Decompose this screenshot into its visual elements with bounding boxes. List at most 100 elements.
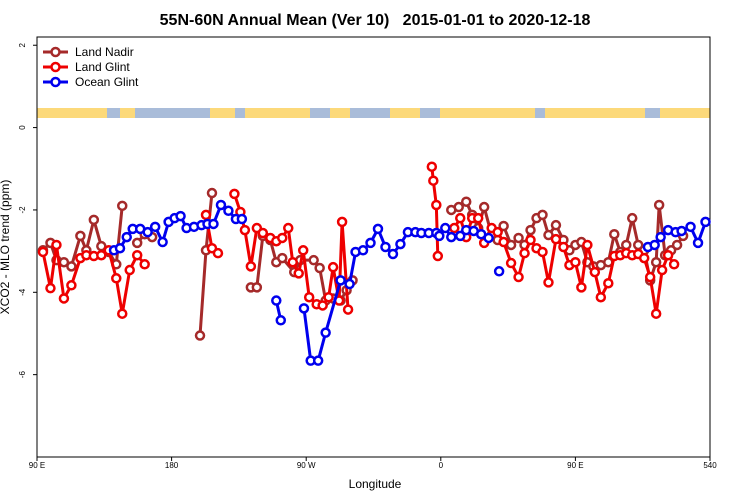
data-point xyxy=(336,216,348,228)
data-point xyxy=(700,216,711,228)
x-tick-label: 180 xyxy=(165,461,179,470)
legend-marker xyxy=(50,61,61,73)
data-point xyxy=(223,205,234,217)
data-point xyxy=(543,229,554,241)
data-point xyxy=(283,222,294,234)
data-point xyxy=(287,256,298,268)
data-point xyxy=(537,246,548,258)
data-point xyxy=(131,237,143,249)
data-point xyxy=(550,219,562,231)
data-point xyxy=(525,234,536,246)
data-point xyxy=(111,273,122,284)
data-point xyxy=(342,304,354,315)
data-point xyxy=(58,293,70,304)
data-point xyxy=(380,241,391,253)
data-point xyxy=(649,239,660,251)
data-point xyxy=(653,199,665,211)
data-point xyxy=(453,201,464,213)
data-point xyxy=(655,231,666,243)
data-point xyxy=(37,246,49,258)
data-point xyxy=(676,225,687,237)
data-point xyxy=(671,239,683,251)
data-point xyxy=(638,252,650,264)
data-point xyxy=(88,214,100,226)
data-point xyxy=(498,220,509,232)
data-point xyxy=(432,250,444,262)
data-point xyxy=(239,224,251,236)
data-point xyxy=(692,237,704,249)
plot-frame xyxy=(36,36,711,458)
data-point xyxy=(662,249,674,261)
legend-label: Land Nadir xyxy=(75,45,134,59)
data-point xyxy=(335,275,346,286)
data-point xyxy=(498,236,509,248)
legend-label: Ocean Glint xyxy=(75,75,139,89)
data-point xyxy=(454,212,466,224)
land-strip xyxy=(660,108,710,118)
data-point xyxy=(212,247,224,259)
data-point xyxy=(603,277,614,289)
data-point xyxy=(142,226,153,238)
data-point xyxy=(387,248,399,260)
x-tick-label: 0 xyxy=(439,461,444,470)
data-point xyxy=(323,291,334,303)
data-point xyxy=(157,236,168,248)
data-point xyxy=(492,226,503,238)
data-point xyxy=(620,239,632,251)
data-point xyxy=(327,261,339,273)
y-tick-label: 2 xyxy=(18,42,27,47)
data-point xyxy=(626,212,638,224)
data-point xyxy=(314,262,325,274)
data-point xyxy=(513,271,524,283)
data-point xyxy=(208,218,219,230)
data-point xyxy=(51,239,62,251)
data-point xyxy=(245,261,257,272)
land-strip xyxy=(440,108,535,118)
data-point xyxy=(298,303,310,314)
ocean-strip xyxy=(37,108,710,118)
data-point xyxy=(460,196,472,207)
data-point xyxy=(308,254,319,266)
data-point xyxy=(320,327,331,338)
data-point xyxy=(206,187,218,199)
y-tick-label: -2 xyxy=(18,206,27,214)
y-tick-label: -6 xyxy=(18,371,27,379)
data-point xyxy=(139,259,150,270)
data-point xyxy=(505,257,517,269)
data-point xyxy=(293,268,304,279)
y-tick-label: -4 xyxy=(18,288,27,296)
data-point xyxy=(194,330,206,341)
data-point xyxy=(478,201,490,213)
data-point xyxy=(275,315,287,326)
land-strip xyxy=(245,108,310,118)
data-point xyxy=(277,232,288,244)
land-strip xyxy=(210,108,235,118)
data-point xyxy=(446,231,457,243)
data-point xyxy=(650,308,662,319)
data-point xyxy=(215,199,227,211)
data-point xyxy=(483,232,494,244)
land-strip xyxy=(545,108,645,118)
chart-title: 55N-60N Annual Mean (Ver 10) 2015-01-01 … xyxy=(160,12,591,29)
x-tick-label: 540 xyxy=(703,461,717,470)
data-point xyxy=(570,256,581,268)
data-point xyxy=(685,221,696,233)
data-point xyxy=(277,252,288,264)
y-tick-label: 0 xyxy=(18,125,27,130)
data-point xyxy=(434,230,445,242)
x-tick-label: 90 E xyxy=(29,461,45,470)
series xyxy=(37,161,680,319)
data-point xyxy=(582,239,593,251)
data-point xyxy=(609,228,620,240)
x-axis-label: Longitude xyxy=(349,477,402,491)
data-point xyxy=(175,210,186,222)
land-strip xyxy=(330,108,350,118)
data-point xyxy=(426,161,438,172)
data-point xyxy=(312,355,324,366)
data-point xyxy=(550,233,562,245)
data-point xyxy=(372,223,384,235)
data-point xyxy=(576,282,587,293)
data-point xyxy=(303,291,315,303)
data-point xyxy=(271,295,282,306)
